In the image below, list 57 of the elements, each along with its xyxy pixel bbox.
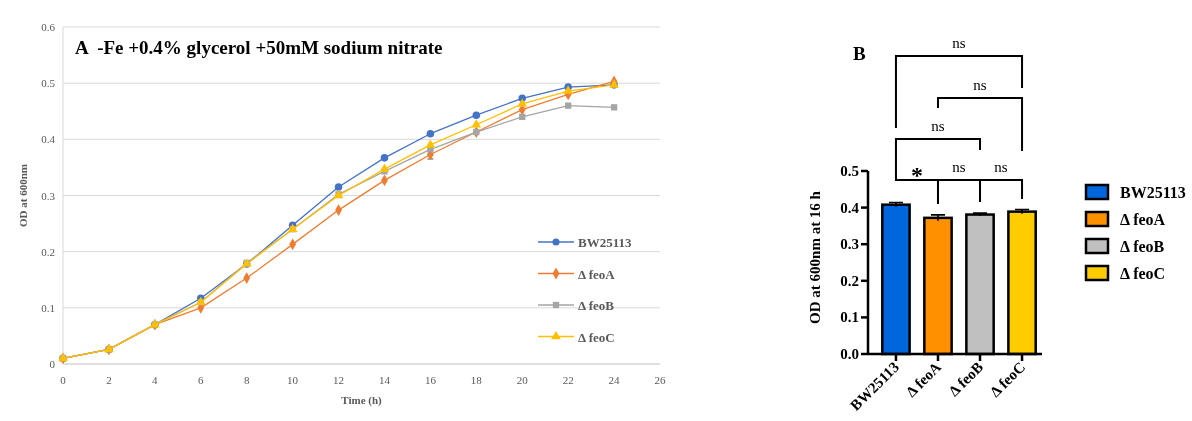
y-axis-title: OD at 600nm bbox=[17, 164, 29, 227]
point bbox=[380, 154, 389, 162]
point bbox=[564, 102, 572, 109]
legend-label: Δ feoC bbox=[578, 329, 615, 345]
legend-label: BW25113 bbox=[578, 235, 632, 250]
legend-label: Δ feoA bbox=[578, 266, 616, 282]
y-tick-label: 0.6 bbox=[41, 21, 56, 33]
text: ns bbox=[952, 35, 966, 51]
legend-label: BW25113 bbox=[1120, 184, 1186, 201]
y-tick-label: 0.3 bbox=[41, 189, 56, 202]
x-tick-label: 2 bbox=[106, 374, 112, 386]
x-tick-label: 22 bbox=[562, 374, 574, 386]
y-tick-label: 0.2 bbox=[41, 245, 55, 258]
legend-label: Δ feoC bbox=[1120, 265, 1166, 282]
y-tick-label: 0.5 bbox=[41, 77, 56, 90]
y-tick-label: 0.4 bbox=[41, 133, 56, 146]
point bbox=[426, 129, 435, 138]
x-tick-label: 18 bbox=[470, 374, 483, 386]
x-axis-title: Time (h) bbox=[341, 394, 383, 407]
point bbox=[425, 139, 436, 148]
x-tick-label: 0 bbox=[60, 374, 67, 386]
y-axis-title: OD at 600nm at 16 h bbox=[807, 190, 823, 324]
x-tick-label: 24 bbox=[608, 374, 621, 386]
y-tick-label: 0.5 bbox=[840, 163, 859, 179]
annotation: ns bbox=[994, 159, 1008, 175]
annotation: * bbox=[910, 162, 923, 188]
x-tick-label: 12 bbox=[333, 374, 345, 386]
y-tick-label: 0.3 bbox=[840, 236, 859, 253]
x-tick-label: 4 bbox=[152, 374, 159, 386]
x-tick-label: 26 bbox=[654, 374, 666, 386]
x-tick-label: Δ feoA bbox=[902, 358, 945, 401]
point bbox=[519, 113, 526, 121]
x-tick-label: 6 bbox=[198, 374, 205, 386]
y-tick-label: 0.4 bbox=[840, 199, 860, 216]
point bbox=[517, 98, 528, 107]
text: A -Fe +0.4% glycerol +50mM sodium nitrate bbox=[75, 37, 443, 58]
x-tick-label: 8 bbox=[243, 374, 250, 386]
x-tick-label: 20 bbox=[516, 374, 529, 386]
y-tick-label: 0.1 bbox=[840, 309, 859, 326]
legend-label: Δ feoB bbox=[578, 298, 615, 313]
y-tick-label: 0.0 bbox=[840, 346, 859, 362]
point bbox=[610, 104, 618, 111]
point bbox=[334, 183, 343, 191]
chart-title: B bbox=[853, 43, 866, 64]
point bbox=[379, 163, 390, 172]
legend-label: Δ feoB bbox=[1120, 238, 1165, 255]
annotation: ns bbox=[952, 159, 966, 175]
text: ns bbox=[973, 77, 987, 93]
point bbox=[471, 119, 482, 128]
x-tick-label: 10 bbox=[287, 374, 299, 386]
point bbox=[472, 111, 481, 119]
text: ns bbox=[931, 118, 945, 134]
y-tick-label: 0.2 bbox=[840, 272, 859, 289]
y-tick-label: 0.1 bbox=[41, 301, 55, 314]
x-tick-label: 16 bbox=[424, 374, 437, 386]
legend-label: Δ feoA bbox=[1120, 211, 1166, 228]
x-tick-label: 14 bbox=[378, 374, 391, 386]
